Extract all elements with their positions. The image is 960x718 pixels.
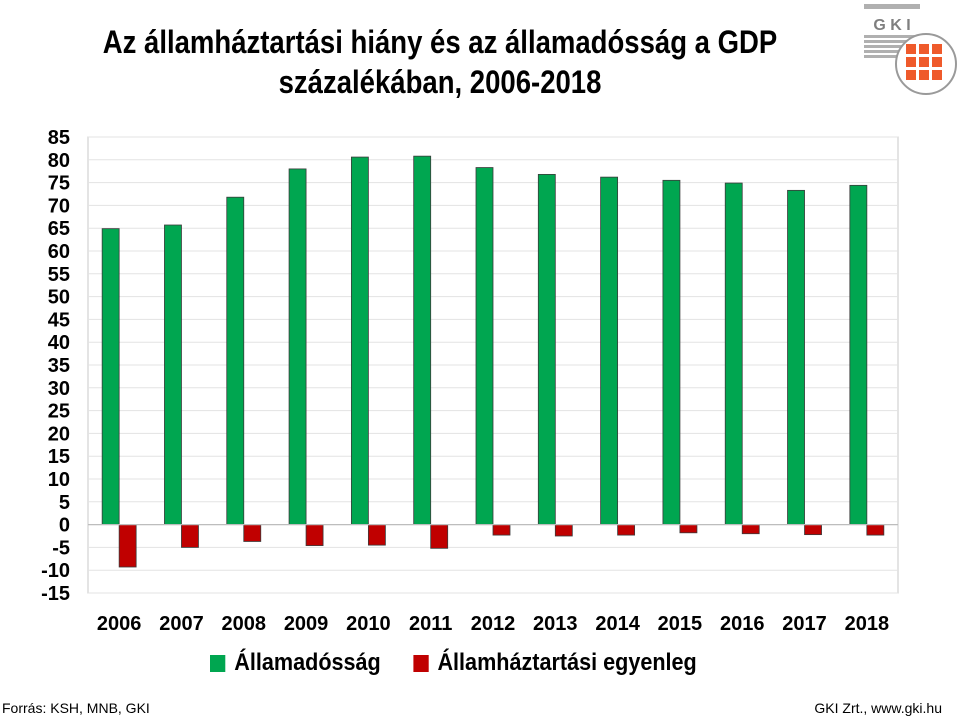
y-tick-label: 0 bbox=[59, 515, 70, 537]
bar-allamadossag bbox=[475, 167, 494, 526]
x-tick-label: 2014 bbox=[595, 613, 640, 635]
bar-allamadossag bbox=[787, 189, 805, 525]
gki-logo: G K I bbox=[864, 4, 957, 95]
y-tick-label: 65 bbox=[48, 218, 70, 240]
bar-allamadossag bbox=[164, 224, 182, 526]
x-tick-label: 2008 bbox=[222, 613, 267, 635]
bar-egyenleg bbox=[243, 524, 262, 542]
y-tick-label: 10 bbox=[48, 469, 70, 491]
bar-allamadossag bbox=[413, 155, 432, 525]
x-tick-label: 2007 bbox=[159, 613, 204, 635]
bar-egyenleg bbox=[492, 524, 511, 536]
y-tick-label: 70 bbox=[48, 195, 70, 217]
legend: Államadósság Államháztartási egyenleg bbox=[210, 648, 729, 678]
y-tick-label: 25 bbox=[48, 401, 70, 423]
chart-title-line1: Az államháztartási hiány és az államadós… bbox=[102, 24, 778, 60]
y-tick-label: 80 bbox=[48, 150, 70, 172]
y-tick-label: 30 bbox=[48, 378, 70, 400]
y-tick-label: -5 bbox=[52, 537, 70, 559]
bar-egyenleg bbox=[181, 524, 199, 548]
legend-item-allamadossag: Államadósság bbox=[210, 649, 381, 677]
y-tick-label: 60 bbox=[48, 241, 70, 263]
y-tick-label: 50 bbox=[48, 287, 70, 309]
bar-egyenleg bbox=[305, 524, 324, 546]
y-tick-label: -10 bbox=[41, 560, 70, 582]
x-tick-label: 2016 bbox=[720, 613, 765, 635]
legend-label-allamadossag: Államadósság bbox=[234, 649, 381, 676]
bar-allamadossag bbox=[537, 173, 556, 526]
x-tick-label: 2012 bbox=[471, 613, 516, 635]
x-tick-label: 2018 bbox=[845, 613, 890, 635]
bar-egyenleg bbox=[367, 524, 386, 546]
bar-allamadossag bbox=[724, 182, 743, 526]
x-tick-label: 2010 bbox=[346, 613, 391, 635]
bar-allamadossag bbox=[101, 228, 120, 526]
x-tick-label: 2013 bbox=[533, 613, 578, 635]
bar-egyenleg bbox=[617, 524, 636, 536]
y-tick-label: 55 bbox=[48, 264, 70, 286]
y-tick-label: 5 bbox=[59, 492, 70, 514]
legend-swatch-red bbox=[413, 654, 429, 672]
legend-swatch-green bbox=[210, 654, 226, 672]
y-tick-label: -15 bbox=[41, 583, 70, 605]
bar-egyenleg bbox=[554, 524, 573, 537]
y-tick-label: 15 bbox=[48, 446, 70, 468]
bar-egyenleg bbox=[741, 524, 760, 535]
bar-egyenleg bbox=[866, 524, 885, 536]
source-note: Forrás: KSH, MNB, GKI bbox=[2, 700, 150, 716]
y-tick-label: 20 bbox=[48, 423, 70, 445]
bar-egyenleg bbox=[118, 524, 137, 568]
x-tick-label: 2017 bbox=[782, 613, 827, 635]
x-tick-label: 2009 bbox=[284, 613, 329, 635]
bar-egyenleg bbox=[679, 524, 698, 534]
y-tick-label: 35 bbox=[48, 355, 70, 377]
bar-egyenleg bbox=[430, 524, 449, 549]
chart: -15-10-505101520253035404550556065707580… bbox=[41, 127, 899, 635]
chart-subtitle: százalékában, 2006-2018 bbox=[278, 64, 602, 100]
bar-allamadossag bbox=[226, 196, 245, 525]
x-tick-label: 2011 bbox=[409, 613, 452, 635]
y-tick-label: 75 bbox=[48, 173, 70, 195]
bar-egyenleg bbox=[804, 524, 822, 536]
bar-allamadossag bbox=[350, 156, 369, 526]
logo-text: G K I bbox=[873, 17, 910, 34]
x-tick-label: 2006 bbox=[97, 613, 142, 635]
y-tick-label: 85 bbox=[48, 127, 70, 149]
y-tick-label: 45 bbox=[48, 309, 70, 331]
bar-allamadossag bbox=[288, 168, 307, 525]
bar-allamadossag bbox=[600, 176, 619, 525]
chart-title: Az államháztartási hiány és az államadós… bbox=[96, 22, 784, 102]
credit-note: GKI Zrt., www.gki.hu bbox=[814, 700, 942, 716]
legend-label-egyenleg: Államháztartási egyenleg bbox=[437, 649, 697, 676]
x-tick-label: 2015 bbox=[658, 613, 703, 635]
bar-allamadossag bbox=[849, 184, 868, 526]
y-tick-label: 40 bbox=[48, 332, 70, 354]
legend-item-egyenleg: Államháztartási egyenleg bbox=[413, 649, 697, 677]
bar-allamadossag bbox=[662, 179, 681, 526]
